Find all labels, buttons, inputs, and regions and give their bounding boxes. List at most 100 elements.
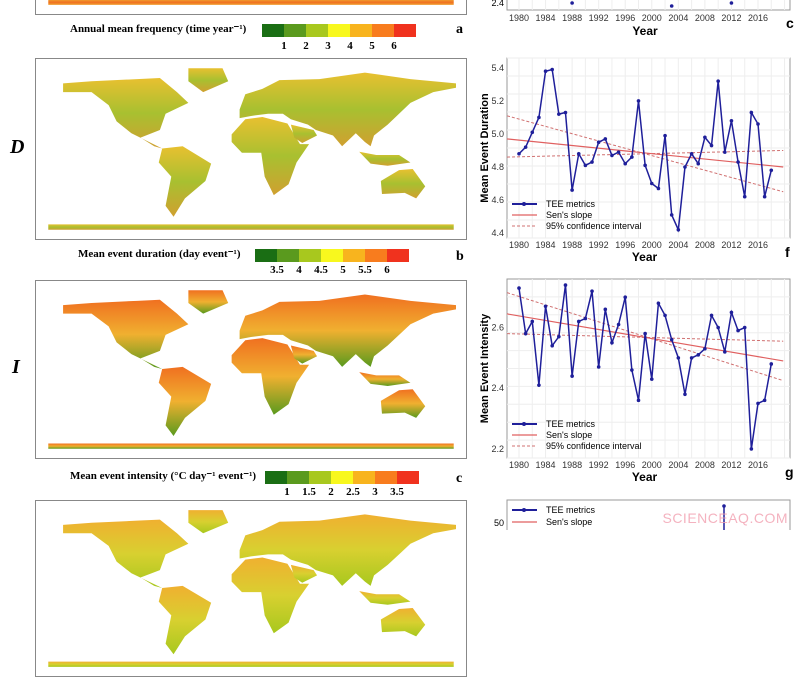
landmass [290,124,318,144]
data-point [729,1,734,5]
world-map-intensity [48,290,456,449]
x-tick-label: 2004 [668,13,688,23]
row-label-intensity: I [12,356,20,378]
landmass [158,366,212,437]
data-point [543,304,548,309]
legend-label: 95% confidence interval [546,221,642,231]
data-point [649,181,654,186]
data-point [543,69,548,74]
data-point [523,145,528,149]
landmass [63,78,189,149]
colorbar-swatch [397,471,419,484]
y-tick-label: 2.6 [491,323,504,333]
data-point [530,319,535,324]
x-tick-label: 1992 [589,240,609,250]
x-tick-label: 2008 [695,240,715,250]
data-point [709,313,714,318]
data-point [696,353,701,357]
colorbar-swatch [309,471,331,484]
data-point [537,383,541,387]
colorbar-tick: 2.5 [346,486,360,498]
landmass [380,389,426,418]
data-point [729,118,734,123]
x-tick-label: 1992 [589,13,609,23]
data-point [636,99,641,103]
legend-label: TEE metrics [546,505,596,515]
data-point [590,160,594,164]
data-point [590,289,594,293]
colorbar-tick: 5 [340,264,346,276]
legend-label: TEE metrics [546,419,596,429]
colorbar-swatch [365,249,387,262]
data-point [643,331,647,336]
data-point [656,186,661,191]
landmass [48,224,454,230]
colorbar-swatch [262,24,284,37]
sens-slope-line [506,313,784,362]
data-point [630,155,634,159]
colorbar-tick: 5.5 [358,264,372,276]
data-point [669,213,674,217]
data-point [716,79,720,83]
legend-marker [522,422,526,426]
data-point [603,307,608,312]
watermark: SCIENCEAQ.COM [662,510,788,526]
data-point [636,398,641,403]
x-tick-label: 1992 [589,460,609,470]
colorbar-tick: 5 [369,40,375,52]
x-tick-label: 1988 [562,13,582,23]
data-point [749,447,754,451]
colorbar-swatch [375,471,397,484]
data-point [683,165,687,169]
landmass [158,585,212,655]
legend-label: Sen's slope [546,517,592,527]
landmass [188,510,229,534]
data-point [623,161,628,166]
confidence-interval-line [507,149,784,158]
data-point [610,340,614,345]
x-axis-label: Year [632,470,658,484]
data-point [749,110,754,115]
data-point [523,331,528,336]
legend-marker [522,202,526,206]
world-map-magnitude [48,510,456,667]
data-point [723,350,727,354]
x-tick-label: 2016 [748,460,768,470]
x-tick-label: 1980 [509,460,529,470]
colorbar-tick: 4.5 [314,264,328,276]
colorbar-swatch [328,24,350,37]
panel-label-a: a [456,22,463,37]
legend-label: Sen's slope [546,430,592,440]
landmass [380,607,426,637]
data-point [663,313,667,318]
colorbar-swatch [331,471,353,484]
data-point [550,343,554,348]
data-point [762,194,767,199]
data-point [736,328,740,333]
x-tick-label: 2016 [748,13,768,23]
x-tick-label: 1996 [615,460,635,470]
y-tick-label: 50 [494,518,504,528]
data-point [723,150,727,154]
colorbar-swatch [306,24,328,37]
x-tick-label: 2000 [642,13,662,23]
x-tick-label: 2008 [695,460,715,470]
colorbar-swatch [265,471,287,484]
landmass [231,117,310,196]
map-magnitude [35,500,467,677]
data-point [576,319,581,324]
data-point [729,310,734,315]
data-point [576,151,581,156]
world-map-frequency [48,0,454,5]
y-axis-label: Mean Event Duration [479,93,491,203]
y-tick-label: 4.8 [491,162,504,172]
colorbar-tick: 3.5 [390,486,404,498]
data-point [643,163,647,168]
x-tick-label: 1996 [615,240,635,250]
data-point [570,1,574,5]
colorbar-intensity [265,471,419,484]
colorbar-swatch [394,24,416,37]
x-tick-label: 1980 [509,13,529,23]
data-point [537,115,541,120]
map-duration [35,58,467,240]
